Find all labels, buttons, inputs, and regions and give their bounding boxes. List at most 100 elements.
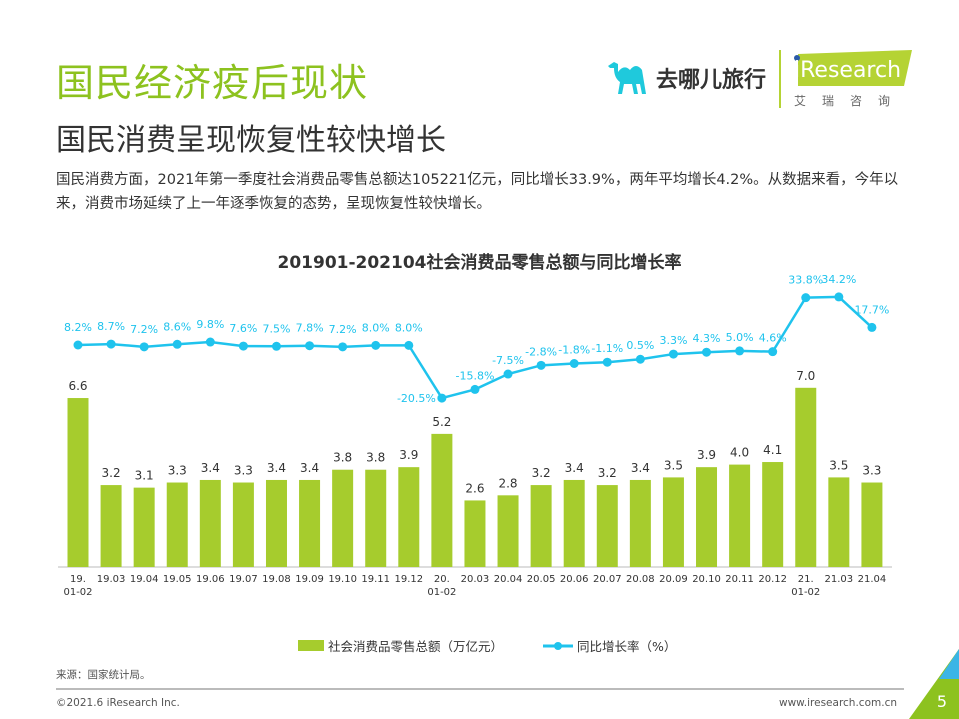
bar-label: 7.0	[796, 369, 815, 383]
corner-decoration	[909, 649, 959, 719]
legend-line: 同比增长率（%）	[543, 636, 676, 655]
bar	[299, 479, 321, 567]
x-tick-label: 19.09	[295, 574, 324, 585]
line-label: 5.0%	[726, 331, 754, 344]
logo-divider	[779, 50, 781, 108]
line-point	[668, 349, 678, 359]
bar	[199, 479, 221, 567]
bar-label: 3.4	[565, 461, 584, 475]
line-point	[271, 341, 281, 351]
x-tick-label: 20.08	[626, 574, 655, 585]
bar-label: 3.4	[631, 461, 650, 475]
line-point	[503, 369, 513, 379]
x-tick-label: 20.03	[461, 574, 490, 585]
line-label: 8.6%	[163, 320, 191, 333]
bar-label: 3.2	[532, 466, 551, 480]
x-tick-label: 01-02	[427, 587, 456, 598]
x-tick-label: 20.12	[758, 574, 787, 585]
bar-label: 2.8	[498, 476, 517, 490]
x-tick-label: 19.06	[196, 574, 225, 585]
website-link[interactable]: www.iresearch.com.cn	[778, 697, 897, 709]
line-label: 7.8%	[296, 322, 324, 335]
bar	[662, 477, 684, 567]
bar	[696, 467, 718, 567]
bar-label: 3.8	[333, 451, 352, 465]
description: 国民消费方面，2021年第一季度社会消费品零售总额达105221亿元，同比增长3…	[56, 172, 899, 212]
bar	[464, 500, 486, 567]
x-tick-label: 20.05	[527, 574, 556, 585]
line-label: 0.5%	[626, 339, 654, 352]
line-label: 8.0%	[395, 321, 423, 334]
x-tick-label: 19.	[70, 574, 86, 585]
bar-label: 6.6	[68, 379, 87, 393]
bar-label: 3.3	[862, 464, 881, 478]
footer-divider	[56, 688, 904, 690]
iresearch-cn-text: 艾瑞咨询	[794, 94, 907, 108]
line-label: 9.8%	[196, 318, 224, 331]
line-point	[404, 340, 414, 350]
line-label: 17.7%	[854, 303, 889, 316]
x-tick-label: 01-02	[791, 587, 820, 598]
line-point	[238, 341, 248, 351]
line-point	[735, 346, 745, 356]
line-label: 7.5%	[263, 322, 291, 335]
qunar-logo: 去哪儿旅行	[606, 58, 766, 98]
line-label: 4.3%	[693, 332, 721, 345]
legend-bar-swatch	[298, 640, 324, 651]
line-label: 8.7%	[97, 320, 125, 333]
legend-bar: 社会消费品零售总额（万亿元）	[298, 636, 503, 655]
bar	[497, 495, 519, 567]
bar	[563, 479, 585, 567]
line-point	[768, 347, 778, 357]
x-tick-label: 19.07	[229, 574, 258, 585]
line-label: 3.3%	[659, 334, 687, 347]
line-point	[305, 341, 315, 351]
page-title: 国民经济疫后现状	[56, 61, 369, 105]
copyright: ©2021.6 iResearch Inc.	[56, 697, 180, 709]
line-point	[702, 347, 712, 357]
line-point	[536, 360, 546, 370]
line-label: 33.8%	[788, 274, 823, 287]
bar-label: 3.2	[598, 466, 617, 480]
x-tick-label: 19.10	[328, 574, 357, 585]
x-tick-label: 19.12	[394, 574, 423, 585]
x-tick-label: 21.03	[825, 574, 854, 585]
x-tick-label: 20.10	[692, 574, 721, 585]
bar	[762, 462, 784, 567]
page-number: 5	[936, 692, 947, 711]
bar-label: 3.9	[399, 448, 418, 462]
bar-label: 3.9	[697, 448, 716, 462]
line-label: -7.5%	[492, 354, 524, 367]
line-point	[139, 342, 149, 352]
line-point	[801, 293, 811, 303]
source-note: 来源：国家统计局。	[56, 669, 151, 681]
line-label: 4.6%	[759, 332, 787, 345]
line-label: 7.2%	[329, 323, 357, 336]
line-point	[205, 337, 215, 347]
legend-line-swatch	[543, 641, 574, 650]
x-tick-label: 20.07	[593, 574, 622, 585]
x-tick-label: 19.03	[97, 574, 126, 585]
x-tick-label: 21.04	[858, 574, 887, 585]
line-point	[867, 322, 877, 332]
line-label: -15.8%	[455, 369, 494, 382]
bar	[100, 485, 122, 567]
iresearch-logo: iResearch 艾瑞咨询	[790, 50, 912, 108]
bar-label: 3.5	[664, 458, 683, 472]
bar	[729, 464, 751, 567]
line-point	[834, 292, 844, 302]
bar-label: 3.4	[267, 461, 286, 475]
line-label: -1.1%	[591, 342, 623, 355]
bar	[861, 482, 883, 567]
bar-label: 3.3	[234, 464, 253, 478]
growth-line	[77, 295, 873, 400]
x-tick-label: 20.	[434, 574, 450, 585]
x-tick-label: 20.06	[560, 574, 589, 585]
bar	[232, 482, 254, 567]
bar	[398, 467, 420, 567]
bar	[530, 485, 552, 567]
x-tick-label: 21.	[798, 574, 814, 585]
bar	[365, 469, 387, 567]
